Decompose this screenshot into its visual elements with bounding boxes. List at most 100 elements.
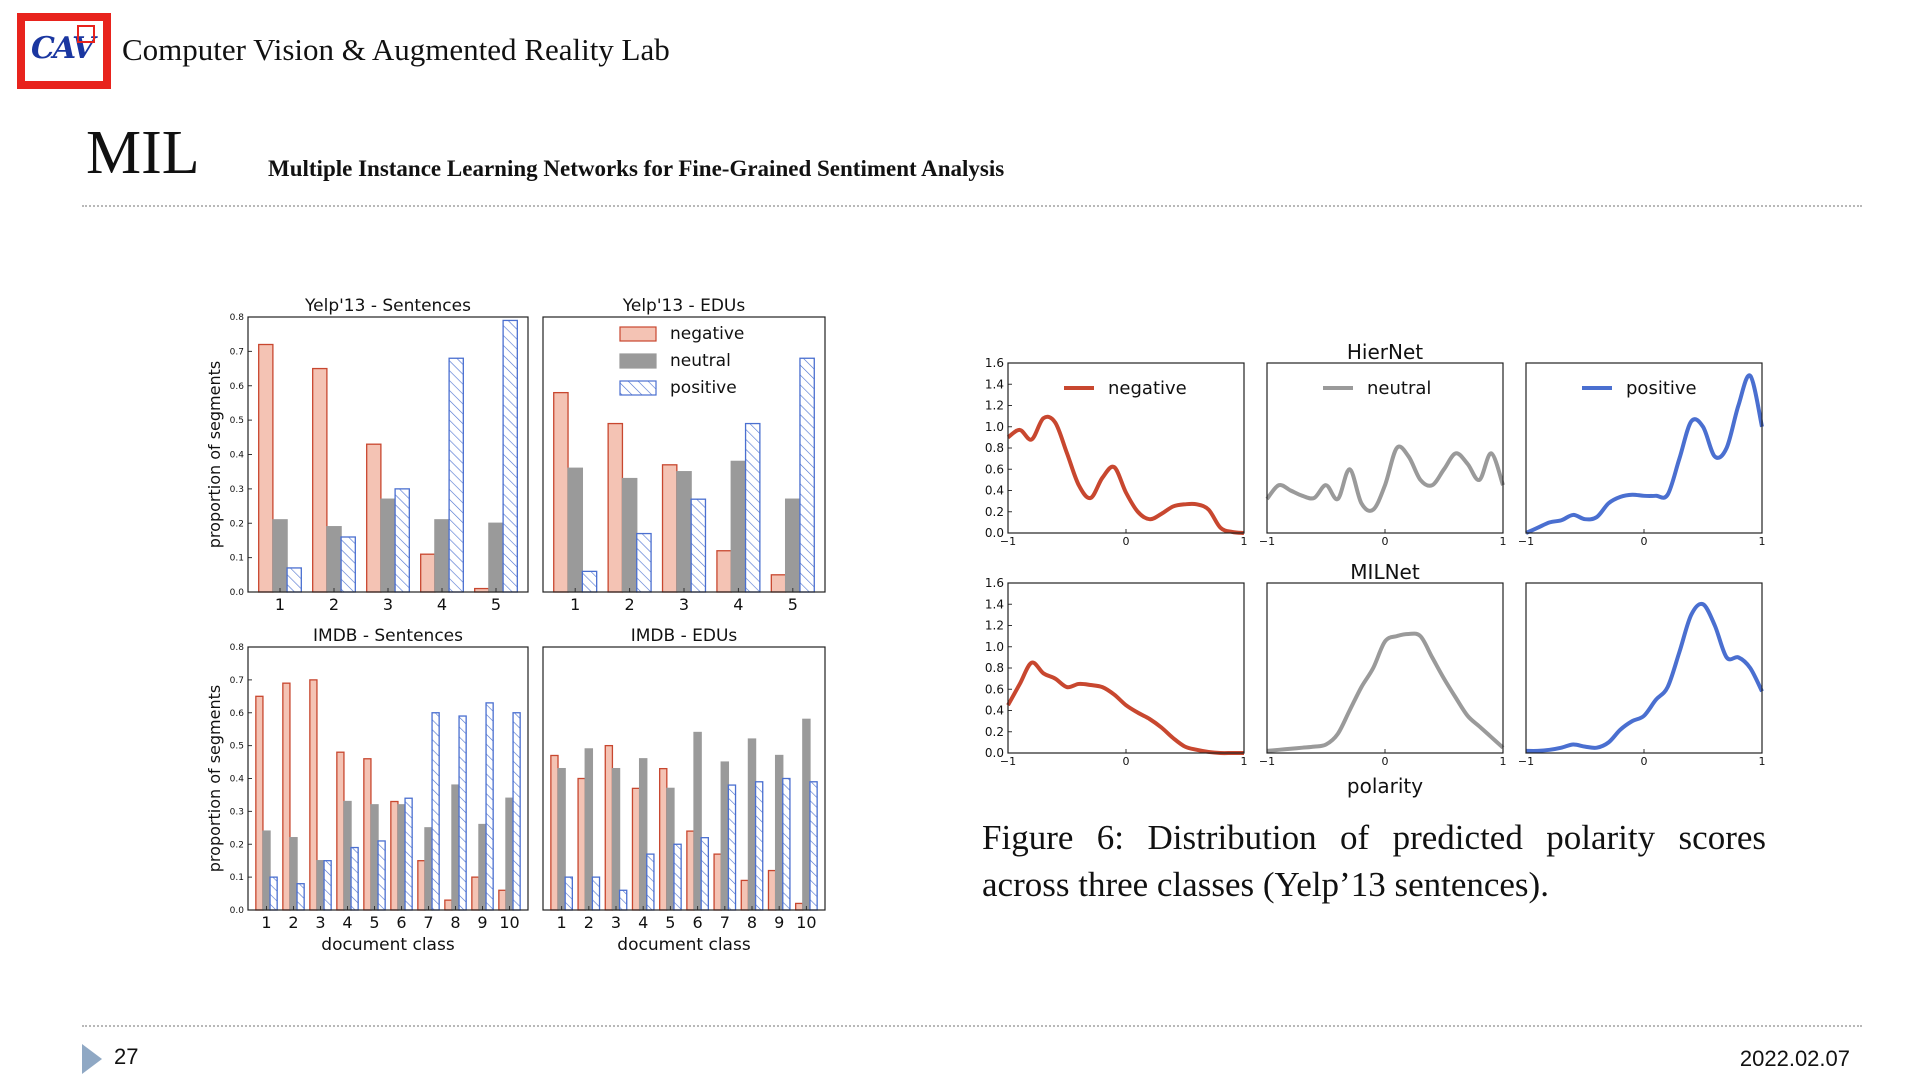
- bar-positive: [323, 860, 332, 911]
- x-tick-label: 1: [275, 595, 285, 614]
- top-divider: [82, 205, 1862, 207]
- bar-neutral: [289, 837, 298, 911]
- x-tick-label: −1: [1518, 535, 1534, 548]
- x-tick-label: 5: [665, 913, 675, 932]
- bar-negative: [258, 343, 274, 593]
- bar-neutral: [488, 522, 504, 593]
- legend-label: positive: [1626, 378, 1697, 399]
- y-tick-label: 0.2: [985, 725, 1004, 739]
- bar-neutral: [621, 477, 638, 593]
- polarity-line-figure: HierNet MILNet 0.0 0.2 0.4 0.6 0.8 1.0 1.2 1.4 1.6…: [985, 340, 1766, 798]
- panel-frame: [1266, 582, 1504, 754]
- x-tick-label: 1: [261, 913, 271, 932]
- x-tick-label: 1: [570, 595, 580, 614]
- line-panel: −1 0 1 positive: [1518, 362, 1766, 548]
- y-tick-label: 1.0: [985, 420, 1004, 434]
- nav-arrow-icon[interactable]: [82, 1044, 102, 1074]
- bar-negative: [363, 758, 372, 911]
- panel-frame: [1525, 362, 1763, 534]
- bar-panel: Yelp'13 - Sentences 0.0 0.1 0.2 0.3 0.4 0.5 0.6…: [205, 296, 529, 614]
- bar-positive: [350, 846, 359, 911]
- bar-negative: [336, 751, 345, 911]
- x-tick-label: 3: [611, 913, 621, 932]
- x-tick-label: 0: [1123, 755, 1130, 768]
- bar-negative: [713, 853, 722, 911]
- bar-negative: [282, 682, 291, 911]
- x-tick-label: 6: [396, 913, 406, 932]
- x-axis-label: document class: [617, 935, 751, 955]
- bar-panel: IMDB - EDUs 1 2 3 4 5 6 7 8 9 10 document class: [542, 626, 826, 955]
- bar-negative: [607, 422, 624, 593]
- y-tick-label: 0.7: [230, 347, 244, 357]
- bar-negative: [420, 553, 436, 593]
- bar-neutral: [567, 467, 584, 593]
- bar-panel: IMDB - Sentences 0.0 0.1 0.2 0.3 0.4 0.5 0.6 0.7…: [205, 626, 529, 955]
- y-tick-label: 0.8: [985, 441, 1004, 455]
- bar-panel: Yelp'13 - EDUs 1 2 3 4 5 negative neutral positi…: [542, 296, 826, 614]
- row-title: HierNet: [1347, 340, 1423, 364]
- y-tick-label: 0.1: [230, 873, 244, 883]
- y-axis-label: proportion of segments: [205, 685, 224, 872]
- x-tick-label: 0: [1641, 755, 1648, 768]
- y-tick-label: 0.0: [985, 526, 1004, 540]
- legend-label: positive: [670, 378, 737, 398]
- bar-negative: [309, 679, 318, 911]
- x-tick-label: 4: [342, 913, 352, 932]
- x-tick-label: 3: [315, 913, 325, 932]
- bar-neutral: [747, 738, 757, 911]
- bar-neutral: [611, 767, 621, 911]
- bar-neutral: [638, 758, 648, 911]
- bottom-divider: [82, 1025, 1862, 1027]
- x-tick-label: 10: [499, 913, 519, 932]
- bar-neutral: [676, 471, 692, 593]
- x-tick-label: 4: [733, 595, 743, 614]
- bar-neutral: [666, 787, 675, 911]
- x-tick-label: 10: [796, 913, 816, 932]
- bar-neutral: [326, 526, 342, 593]
- x-tick-label: −1: [1000, 535, 1016, 548]
- x-tick-label: 2: [288, 913, 298, 932]
- bar-neutral: [434, 519, 450, 593]
- slide-title: MIL: [86, 119, 200, 187]
- x-tick-label: 4: [437, 595, 447, 614]
- bar-positive: [591, 876, 601, 911]
- bar-positive: [458, 715, 467, 911]
- x-tick-label: 3: [679, 595, 689, 614]
- bar-negative: [390, 800, 399, 911]
- x-tick-label: 0: [1382, 535, 1389, 548]
- bar-negative: [659, 767, 668, 911]
- series-line-negative: [1006, 660, 1244, 756]
- y-tick-label: 0.8: [985, 661, 1004, 675]
- bar-positive: [296, 883, 305, 911]
- bar-positive: [673, 843, 682, 911]
- bar-negative: [471, 876, 480, 911]
- page-number: 27: [114, 1044, 139, 1069]
- series-line-neutral: [1266, 631, 1505, 753]
- bar-negative: [444, 899, 453, 911]
- bar-positive: [485, 702, 494, 911]
- bar-neutral: [774, 754, 784, 911]
- lab-logo: CAV: [17, 13, 111, 89]
- x-tick-label: 0: [1641, 535, 1648, 548]
- bar-positive: [754, 781, 764, 911]
- bar-neutral: [397, 804, 406, 911]
- bar-positive: [581, 570, 598, 593]
- x-tick-label: 6: [693, 913, 703, 932]
- x-tick-label: 1: [1759, 535, 1766, 548]
- x-tick-label: 3: [383, 595, 393, 614]
- panel-frame: [1007, 362, 1245, 534]
- bar-neutral: [584, 748, 594, 911]
- bar-negative: [767, 869, 777, 911]
- bar-neutral: [380, 498, 396, 593]
- x-tick-label: 1: [557, 913, 567, 932]
- y-tick-label: 0.4: [230, 775, 245, 785]
- bar-positive: [618, 889, 628, 911]
- x-tick-label: 7: [423, 913, 433, 932]
- y-tick-label: 1.4: [985, 377, 1004, 391]
- x-tick-label: 5: [491, 595, 501, 614]
- panel-frame: [1266, 362, 1504, 534]
- y-tick-label: 0.6: [985, 462, 1004, 476]
- bar-positive: [744, 422, 761, 593]
- row-title: MILNet: [1350, 560, 1420, 584]
- bar-positive: [809, 781, 818, 911]
